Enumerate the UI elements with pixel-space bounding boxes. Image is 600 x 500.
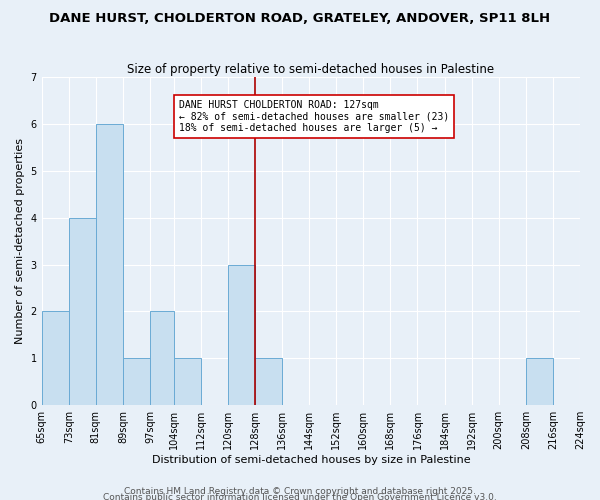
Text: Contains public sector information licensed under the Open Government Licence v3: Contains public sector information licen… [103,492,497,500]
Bar [228,264,255,405]
X-axis label: Distribution of semi-detached houses by size in Palestine: Distribution of semi-detached houses by … [152,455,470,465]
Title: Size of property relative to semi-detached houses in Palestine: Size of property relative to semi-detach… [127,63,494,76]
Text: DANE HURST CHOLDERTON ROAD: 127sqm
← 82% of semi-detached houses are smaller (23: DANE HURST CHOLDERTON ROAD: 127sqm ← 82%… [179,100,449,134]
Bar [255,358,282,405]
Text: Contains HM Land Registry data © Crown copyright and database right 2025.: Contains HM Land Registry data © Crown c… [124,486,476,496]
Bar [526,358,553,405]
Text: DANE HURST, CHOLDERTON ROAD, GRATELEY, ANDOVER, SP11 8LH: DANE HURST, CHOLDERTON ROAD, GRATELEY, A… [49,12,551,26]
Bar [174,358,201,405]
Bar [96,124,123,405]
Bar [41,312,69,405]
Bar [69,218,96,405]
Bar [150,312,174,405]
Y-axis label: Number of semi-detached properties: Number of semi-detached properties [15,138,25,344]
Bar [123,358,150,405]
